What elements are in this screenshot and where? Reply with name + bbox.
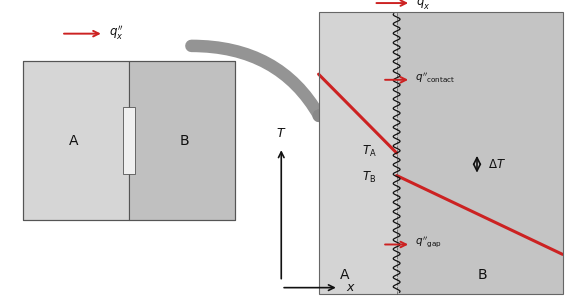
FancyArrowPatch shape [191,46,320,116]
Bar [23,61,235,220]
Text: $q''_{\mathrm{contact}}$: $q''_{\mathrm{contact}}$ [415,70,456,84]
Text: $x$: $x$ [346,281,355,294]
Text: A: A [69,134,79,148]
Text: B: B [180,134,189,148]
Text: B: B [478,267,487,282]
Bar [123,107,135,174]
Bar [319,12,563,294]
Text: $q_x''$: $q_x''$ [416,0,430,10]
Bar [129,61,235,220]
Text: A: A [340,267,350,282]
Text: $T$: $T$ [276,127,286,140]
Text: $q_x''$: $q_x''$ [110,23,124,41]
Text: $T_{\mathrm{B}}$: $T_{\mathrm{B}}$ [362,170,377,185]
Bar [319,12,397,294]
Text: $\Delta T$: $\Delta T$ [488,158,506,171]
Text: $q''_{\mathrm{gap}}$: $q''_{\mathrm{gap}}$ [415,235,442,249]
Bar [23,61,129,220]
Text: $T_{\mathrm{A}}$: $T_{\mathrm{A}}$ [362,144,377,159]
Bar [397,12,563,294]
